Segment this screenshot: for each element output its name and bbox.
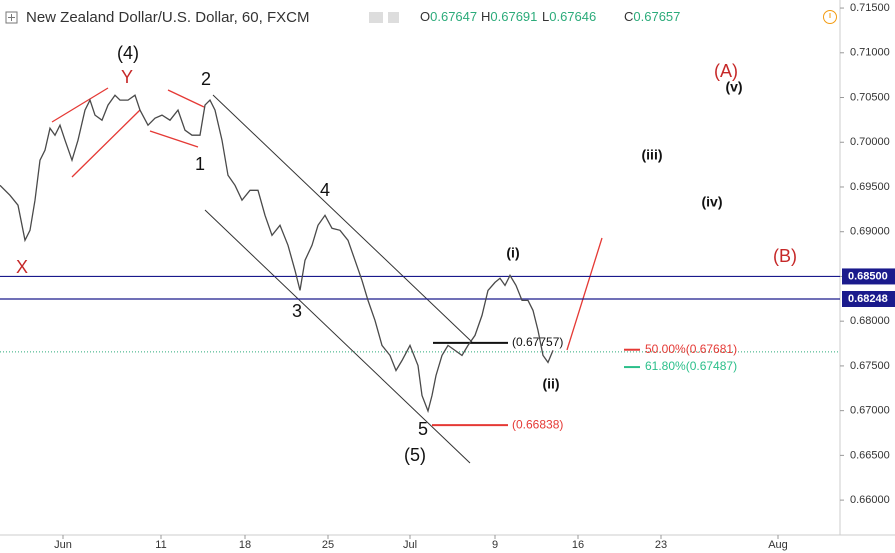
x-tick-label: Jun [54, 539, 72, 551]
ohlc-value: C0.67657 [624, 9, 680, 24]
level-label: 61.80%(0.67487) [645, 359, 737, 373]
alert-icon[interactable] [823, 10, 837, 24]
wedge-line [167, 89, 205, 108]
y-tick-label: 0.71500 [850, 2, 890, 14]
ohlc-number: 0.67657 [633, 9, 680, 24]
y-tick-label: 0.70000 [850, 136, 890, 148]
x-tick-label: Aug [768, 539, 788, 551]
price-level-label: 0.68500 [848, 270, 888, 282]
wave-label: (i) [506, 245, 519, 261]
y-tick-label: 0.71000 [850, 47, 890, 59]
wedge-line [149, 130, 199, 148]
level-label: 50.00%(0.67681) [645, 342, 737, 356]
y-tick-label: 0.67000 [850, 405, 890, 417]
wave-label: X [16, 257, 28, 277]
wave-label: 1 [195, 154, 205, 174]
wedge-line [71, 109, 141, 178]
wave-label: 5 [418, 419, 428, 439]
header: New Zealand Dollar/U.S. Dollar, 60, FXCM [5, 9, 837, 26]
y-tick-label: 0.69000 [850, 226, 890, 238]
wave-label: 4 [320, 180, 330, 200]
ohlc-name: O [420, 9, 430, 24]
channel-line [204, 209, 471, 464]
x-tick-label: 25 [322, 539, 334, 551]
ohlc-value: H0.67691 [481, 9, 537, 24]
wave-label: (4) [117, 43, 139, 63]
x-tick-label: 23 [655, 539, 667, 551]
wave-label: 3 [292, 301, 302, 321]
wave-label: (A) [714, 61, 738, 81]
y-tick-label: 0.66000 [850, 494, 890, 506]
chart-title: New Zealand Dollar/U.S. Dollar, 60, FXCM [26, 9, 309, 26]
ohlc-number: 0.67691 [490, 9, 537, 24]
level-label: (0.66838) [512, 417, 563, 431]
wedge-line [51, 87, 109, 123]
wave-label: (B) [773, 246, 797, 266]
wave-label: (ii) [542, 376, 559, 392]
x-tick-label: 18 [239, 539, 251, 551]
ohlc-value: L0.67646 [542, 9, 596, 24]
ohlc-number: 0.67646 [549, 9, 596, 24]
price-level-tag [842, 290, 895, 307]
ohlc-number: 0.67647 [430, 9, 477, 24]
close-icon[interactable] [388, 12, 399, 23]
wave-labels: (4) Y 2 1 X 3 4 5 (5) (i) (ii) (iii) (iv… [16, 43, 797, 465]
y-tick-label: 0.70500 [850, 91, 890, 103]
ohlc-name: H [481, 9, 490, 24]
ohlc-value: O0.67647 [420, 9, 477, 24]
wave-label: Y [121, 67, 133, 87]
wave-label: (v) [725, 79, 742, 95]
y-tick-label: 0.66500 [850, 449, 890, 461]
x-tick-label: 11 [155, 539, 166, 551]
settings-icon[interactable] [369, 12, 383, 23]
ohlc-name: L [542, 9, 549, 24]
wave-label: 2 [201, 69, 211, 89]
x-tick-label: Jul [403, 539, 417, 551]
wave-label: (iii) [642, 147, 663, 163]
y-tick-label: 0.67500 [850, 360, 890, 372]
y-tick-label: 0.68000 [850, 315, 890, 327]
level-label: (0.67757) [512, 335, 563, 349]
collapse-icon[interactable] [5, 11, 18, 24]
x-tick-label: 9 [492, 539, 498, 551]
price-line [0, 94, 554, 414]
channel-line [212, 94, 473, 343]
wave-label: (iv) [702, 194, 723, 210]
ohlc-name: C [624, 9, 633, 24]
drawings [51, 87, 603, 464]
price-level-tag [842, 268, 895, 285]
wave-label: (5) [404, 445, 426, 465]
x-tick-label: 16 [572, 539, 584, 551]
price-level-label: 0.68248 [848, 293, 888, 305]
y-tick-label: 0.69500 [850, 181, 890, 193]
projection-line [566, 237, 603, 351]
